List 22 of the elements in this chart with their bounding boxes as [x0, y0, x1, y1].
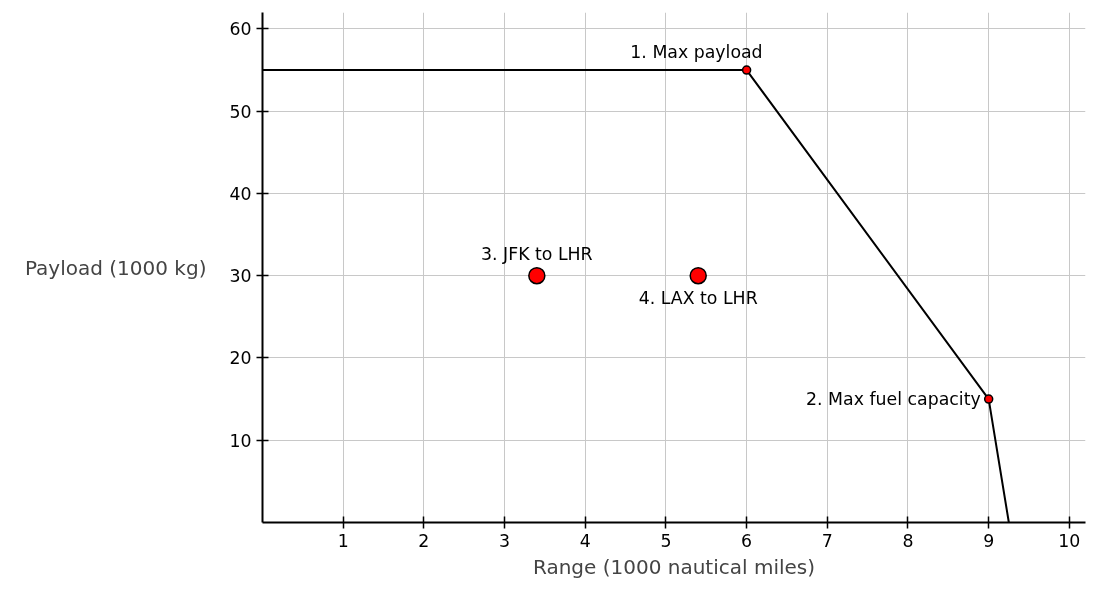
y-tick-label: 40 — [229, 183, 252, 204]
y-tick-label: 60 — [229, 19, 252, 40]
x-tick-label: 5 — [660, 530, 672, 551]
x-tick-label: 10 — [1058, 530, 1081, 551]
annotation: 1. Max payload — [630, 42, 763, 63]
x-tick-label: 1 — [337, 530, 349, 551]
y-tick-label: 30 — [229, 266, 252, 287]
x-tick-label: 3 — [499, 530, 511, 551]
x-tick-label: 2 — [418, 530, 430, 551]
x-tick-label: 7 — [821, 530, 833, 551]
x-tick-label: 9 — [983, 530, 995, 551]
annotation: 2. Max fuel capacity — [806, 389, 981, 410]
x-axis-title: Range (1000 nautical miles) — [532, 554, 816, 579]
annotation: 3. JFK to LHR — [481, 243, 593, 264]
y-tick-label: 20 — [229, 348, 252, 369]
x-tick-label: 6 — [741, 530, 753, 551]
x-tick-label: 8 — [902, 530, 914, 551]
annotation: 4. LAX to LHR — [638, 287, 758, 308]
y-tick-label: 50 — [229, 101, 252, 122]
y-tick-label: 10 — [229, 430, 252, 451]
x-tick-label: 4 — [579, 530, 591, 551]
y-axis-title: Payload (1000 kg) — [24, 255, 207, 280]
